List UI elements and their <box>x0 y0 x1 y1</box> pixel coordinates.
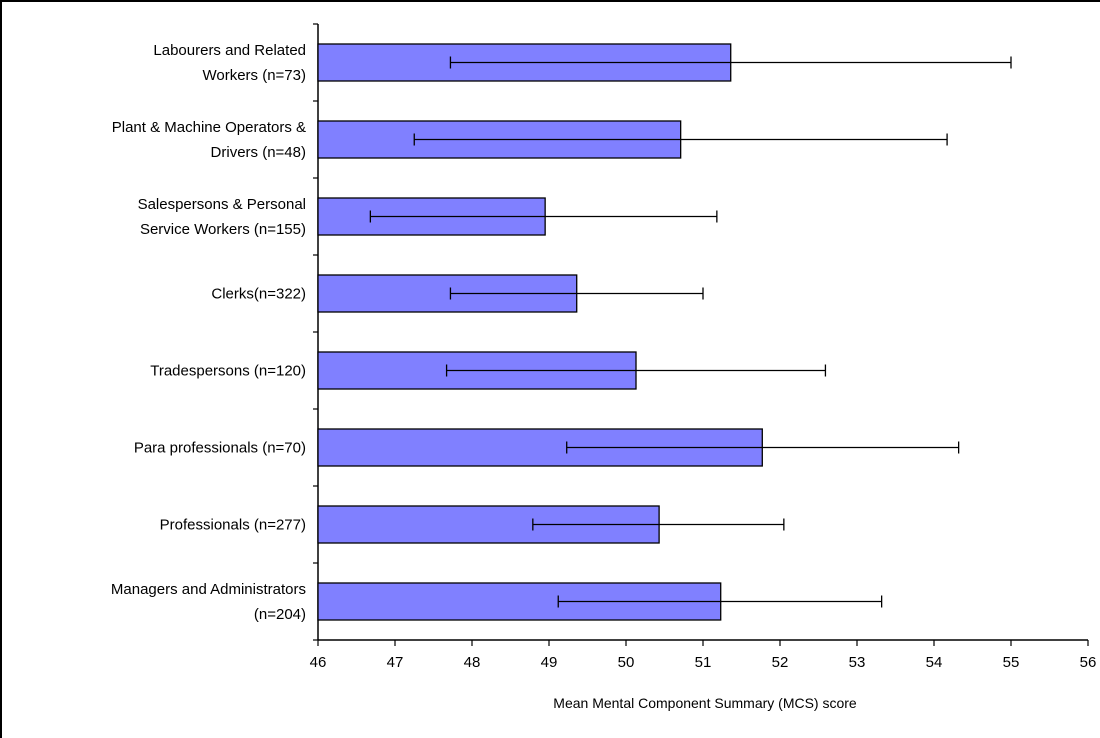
x-tick-label: 53 <box>849 654 866 671</box>
category-label: Managers and Administrators <box>111 581 306 598</box>
x-tick-label: 56 <box>1080 654 1097 671</box>
category-label: Clerks(n=322) <box>211 286 306 303</box>
x-tick-label: 54 <box>926 654 943 671</box>
x-tick-label: 50 <box>618 654 635 671</box>
category-label: (n=204) <box>254 606 306 623</box>
category-label: Professionals (n=277) <box>160 517 306 534</box>
x-tick-label: 46 <box>310 654 327 671</box>
x-tick-label: 55 <box>1003 654 1020 671</box>
category-label: Para professionals (n=70) <box>134 440 306 457</box>
category-label: Tradespersons (n=120) <box>150 363 306 380</box>
x-tick-label: 49 <box>541 654 558 671</box>
category-label: Salespersons & Personal <box>138 196 306 213</box>
x-tick-label: 47 <box>387 654 404 671</box>
x-tick-label: 48 <box>464 654 481 671</box>
category-label: Plant & Machine Operators & <box>112 119 306 136</box>
x-tick-label: 52 <box>772 654 789 671</box>
x-tick-label: 51 <box>695 654 712 671</box>
category-label: Service Workers (n=155) <box>140 221 306 238</box>
category-label: Drivers (n=48) <box>211 144 306 161</box>
category-label: Labourers and Related <box>153 42 306 59</box>
category-label: Workers (n=73) <box>202 67 306 84</box>
x-axis-title: Mean Mental Component Summary (MCS) scor… <box>553 695 857 711</box>
